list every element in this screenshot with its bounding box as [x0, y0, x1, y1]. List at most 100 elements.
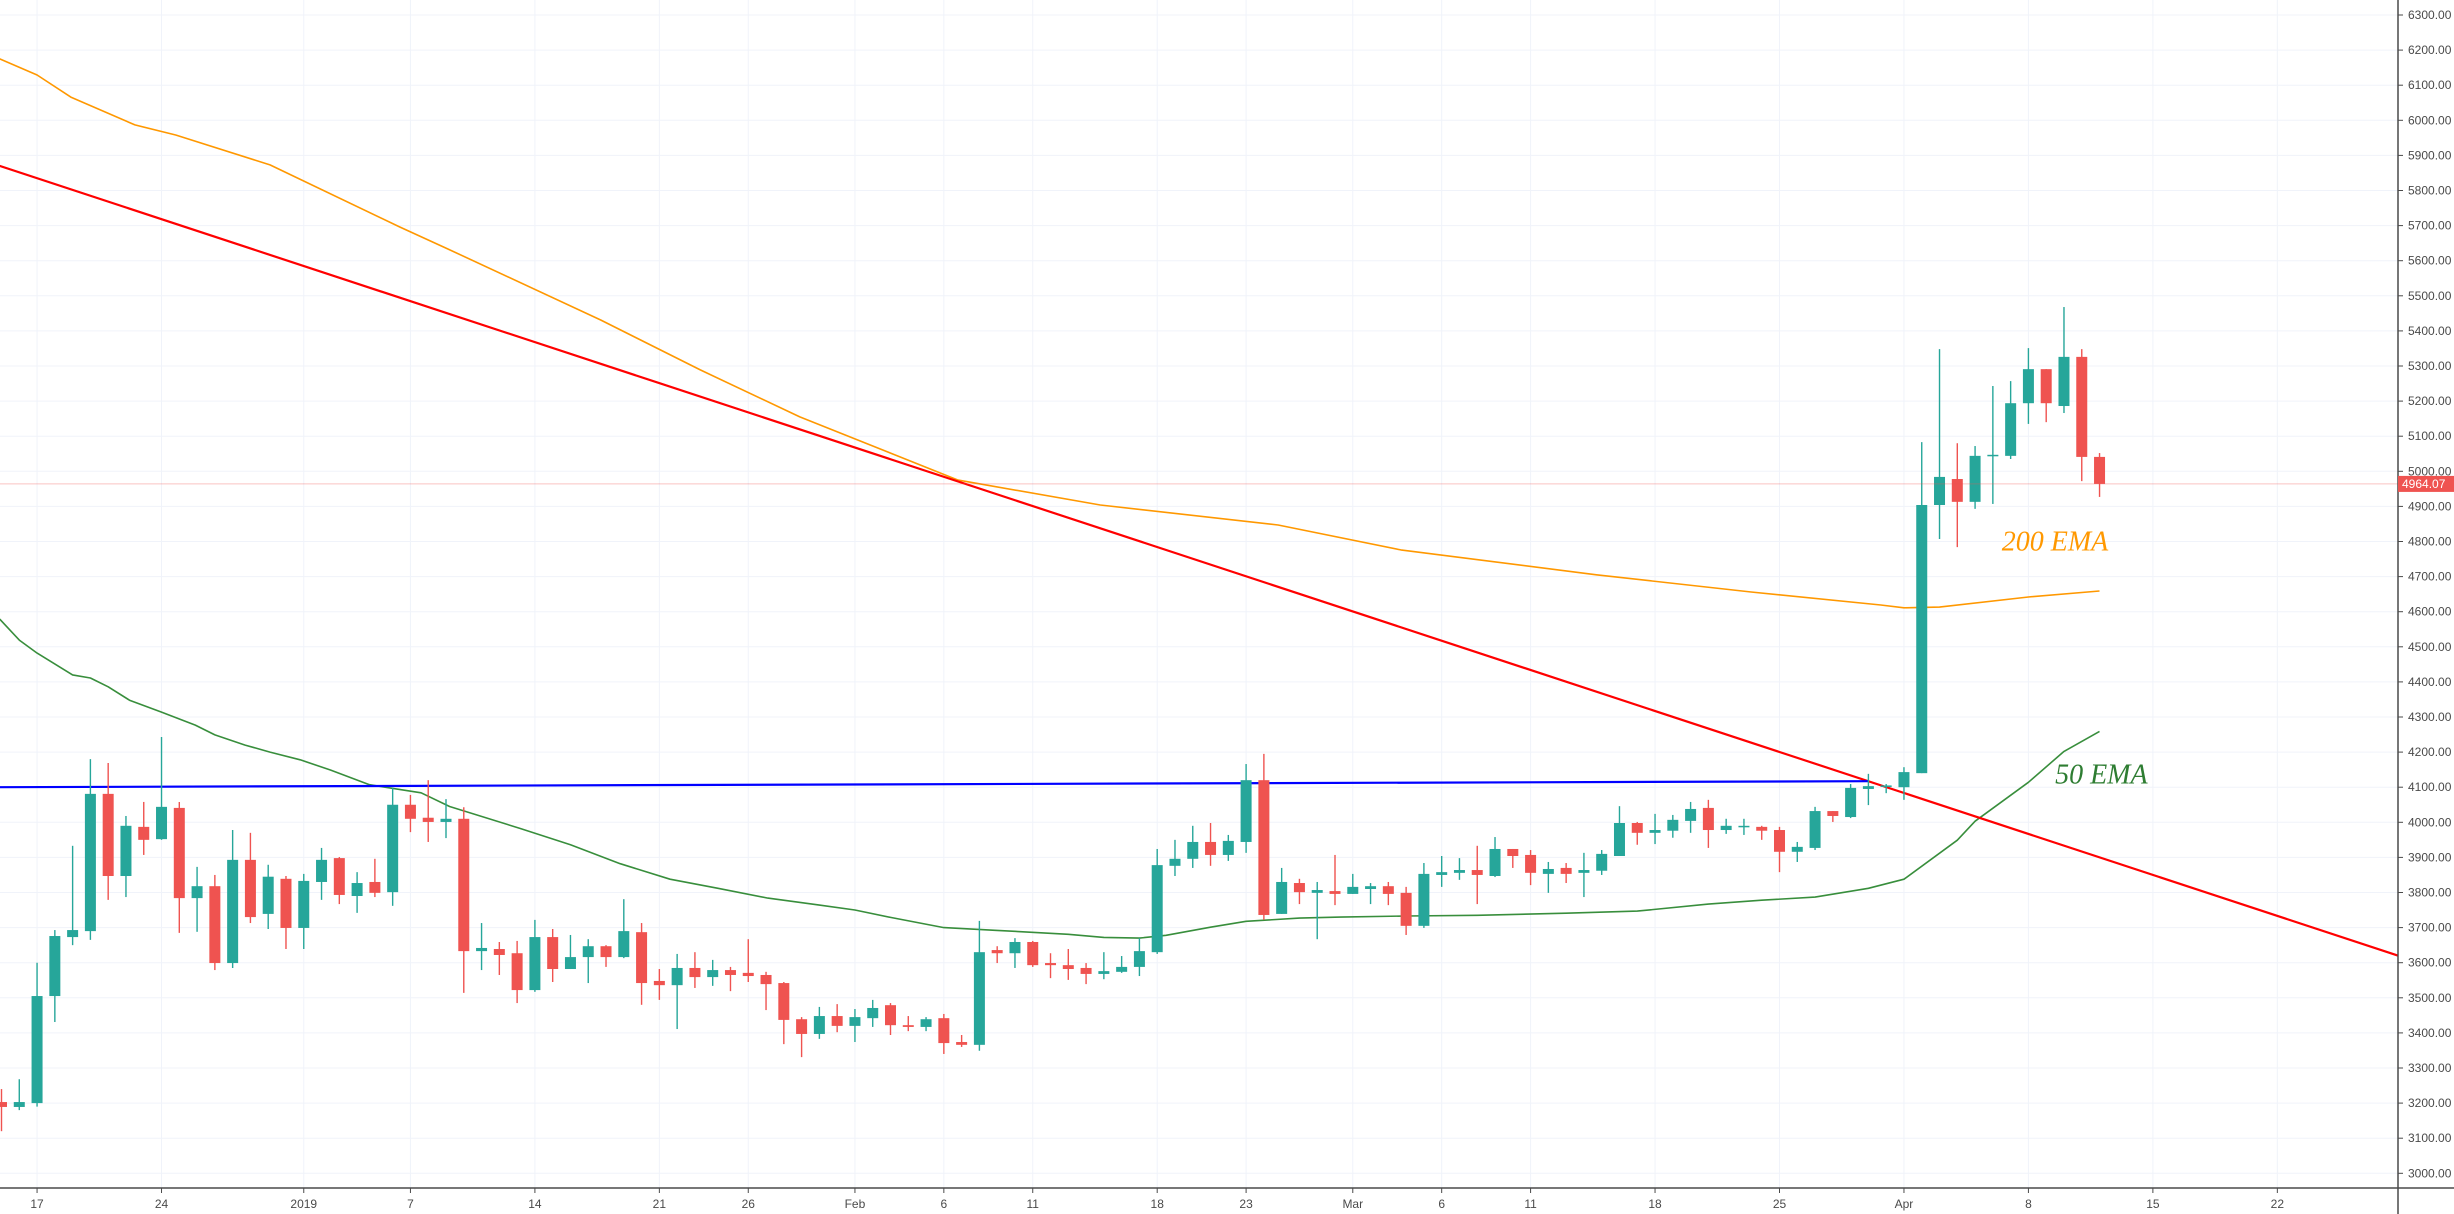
candle — [1169, 839, 1181, 877]
candle — [831, 1004, 843, 1033]
candle — [529, 919, 541, 992]
candle — [2058, 307, 2070, 414]
candle — [422, 780, 434, 842]
price-tick-label: 5400.00 — [2408, 324, 2452, 338]
candle — [31, 962, 43, 1107]
candle — [67, 845, 79, 946]
price-tick-label: 5900.00 — [2408, 148, 2452, 162]
candle — [191, 866, 203, 932]
candle — [102, 762, 114, 900]
candle — [120, 815, 132, 898]
candles — [0, 307, 2106, 1132]
price-tick-label: 5600.00 — [2408, 254, 2452, 268]
candle — [1098, 952, 1110, 980]
candle — [1898, 767, 1910, 800]
downtrend-line — [0, 164, 2399, 957]
price-tick-label: 3100.00 — [2408, 1131, 2452, 1145]
price-tick-label: 4900.00 — [2408, 499, 2452, 513]
candle — [209, 874, 221, 971]
candle — [1560, 863, 1572, 884]
candle — [1685, 801, 1697, 833]
candle — [1258, 753, 1270, 920]
candle — [156, 737, 168, 840]
candle — [2094, 453, 2106, 497]
price-tick-label: 3500.00 — [2408, 991, 2452, 1005]
candle — [1205, 823, 1217, 866]
price-tick-label: 5800.00 — [2408, 184, 2452, 198]
candle — [1471, 845, 1483, 905]
candle — [1596, 850, 1608, 875]
ema-annotation: 50 EMA — [2055, 760, 2148, 791]
time-tick-label: 25 — [1773, 1197, 1787, 1211]
price-tick-label: 4800.00 — [2408, 535, 2452, 549]
candle — [493, 941, 505, 975]
200-ema — [0, 58, 2100, 609]
candle — [1880, 784, 1892, 794]
time-tick-label: 18 — [1151, 1197, 1165, 1211]
price-tick-label: 4300.00 — [2408, 710, 2452, 724]
candle — [1862, 773, 1874, 806]
candle — [1969, 446, 1981, 509]
candle — [1738, 818, 1750, 835]
candle — [920, 1017, 932, 1032]
candle — [1756, 825, 1768, 840]
candle — [618, 899, 630, 959]
candle — [867, 999, 879, 1027]
last-price-value: 4964.07 — [2402, 477, 2446, 491]
candle — [1809, 806, 1821, 851]
candle — [0, 1089, 7, 1132]
time-tick-label: 14 — [528, 1197, 542, 1211]
candle — [671, 953, 683, 1030]
candle — [173, 801, 185, 933]
candle — [1987, 386, 1999, 504]
price-tick-label: 3200.00 — [2408, 1096, 2452, 1110]
price-tick-label: 4200.00 — [2408, 745, 2452, 759]
candle — [1951, 443, 1963, 548]
time-tick-label: 11 — [1027, 1197, 1040, 1211]
time-axis[interactable]: 17 24 2019 7 14 21 26 Feb 6 11 18 23 Mar 6 11 18 25 Apr 8 1… — [0, 1187, 2454, 1211]
candle — [511, 940, 523, 1004]
candle — [1436, 855, 1448, 887]
candle — [476, 923, 488, 971]
candle — [885, 1003, 896, 1036]
price-tick-label: 4500.00 — [2408, 640, 2452, 654]
ema-annotation: 200 EMA — [2002, 526, 2109, 557]
time-tick-label: 8 — [2025, 1197, 2032, 1211]
time-tick-label: 23 — [1239, 1197, 1253, 1211]
candle — [547, 929, 559, 983]
candle — [387, 787, 399, 906]
price-tick-label: 5100.00 — [2408, 429, 2452, 443]
price-tick-label: 4600.00 — [2408, 605, 2452, 619]
price-tick-label: 6000.00 — [2408, 113, 2452, 127]
candle — [1507, 848, 1519, 868]
candle — [13, 1079, 25, 1111]
price-tick-label: 3800.00 — [2408, 886, 2452, 900]
candle — [778, 982, 790, 1045]
candle — [1613, 806, 1625, 856]
candle — [369, 858, 381, 898]
candle — [1774, 826, 1785, 873]
candle — [1347, 873, 1359, 894]
time-tick-label: Feb — [845, 1197, 866, 1211]
time-tick-label: 22 — [2271, 1197, 2285, 1211]
price-tick-label: 3600.00 — [2408, 956, 2452, 970]
candle — [244, 832, 256, 924]
time-tick-label: 24 — [155, 1197, 169, 1211]
candle — [1062, 949, 1074, 980]
candle — [636, 923, 648, 1005]
candle — [1667, 814, 1679, 838]
price-tick-label: 4000.00 — [2408, 815, 2452, 829]
price-tick-label: 5500.00 — [2408, 289, 2452, 303]
time-tick-label: 7 — [407, 1197, 414, 1211]
candle — [2076, 349, 2088, 482]
candle — [280, 876, 292, 950]
time-tick-label: 6 — [1438, 1197, 1445, 1211]
candle — [316, 847, 328, 900]
candle — [227, 830, 239, 968]
time-tick-label: Mar — [1342, 1197, 1363, 1211]
candle — [351, 872, 363, 913]
candle — [458, 807, 470, 993]
price-axis[interactable]: 6300.00 6200.00 6100.00 6000.00 5900.00 5800.… — [2397, 0, 2452, 1214]
price-tick-label: 4700.00 — [2408, 570, 2452, 584]
